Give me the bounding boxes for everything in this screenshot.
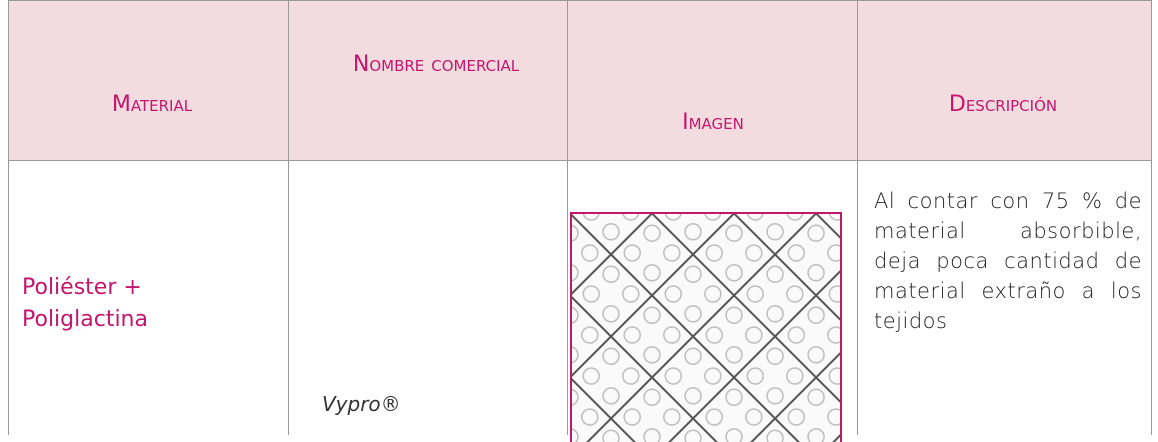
header-cell: Descripción — [948, 92, 1058, 117]
material: Poliéster + Poliglactina — [22, 275, 148, 332]
border — [1151, 0, 1152, 435]
border — [8, 160, 1151, 161]
header-cell: Nombre comercial — [352, 52, 520, 77]
description: Al contar con 75 % de material absorbibl… — [874, 189, 1142, 333]
header-row: Material Nombre comercial Imagen Descrip… — [8, 0, 1151, 160]
border — [288, 0, 289, 435]
header-cell: Imagen — [682, 110, 744, 135]
header-cell: Material — [111, 92, 193, 117]
trade-name: Vypro® — [322, 392, 401, 416]
border — [8, 0, 1151, 1]
border — [567, 0, 568, 435]
border — [857, 0, 858, 435]
mesh-image — [570, 212, 842, 442]
border — [8, 0, 9, 435]
